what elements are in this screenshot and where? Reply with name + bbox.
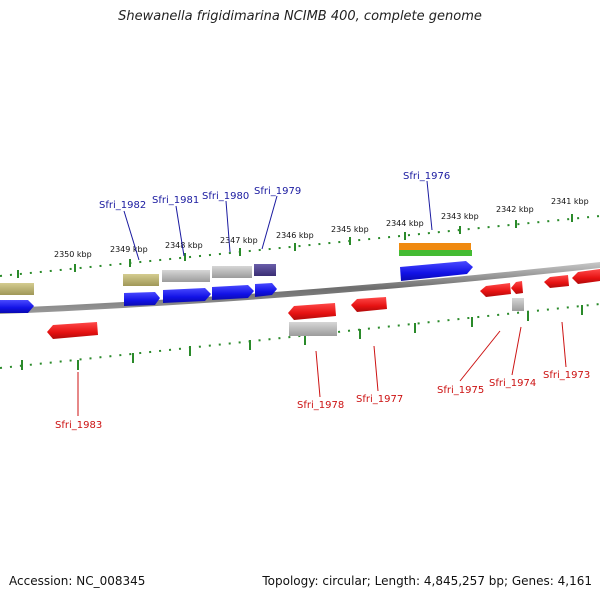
gene-label-sfri-1979[interactable]: Sfri_1979	[254, 186, 301, 197]
gene-label-sfri-1975[interactable]: Sfri_1975	[437, 385, 484, 396]
forward-scale-track	[0, 215, 600, 277]
feature-bar[interactable]	[162, 270, 210, 282]
forward-gene-arrow[interactable]	[212, 285, 254, 300]
kbp-label: 2345 kbp	[331, 225, 369, 234]
gene-label-sfri-1982[interactable]: Sfri_1982	[99, 200, 146, 211]
forward-gene-labels	[123, 180, 433, 261]
reverse-gene-arrow[interactable]	[572, 269, 600, 284]
reverse-gene-arrow[interactable]	[480, 283, 511, 297]
reverse-gene-arrow[interactable]	[544, 275, 569, 288]
reverse-gene-arrow[interactable]	[351, 297, 387, 312]
gene-label-sfri-1973[interactable]: Sfri_1973	[543, 370, 590, 381]
reverse-gene-labels	[77, 321, 567, 416]
forward-gene-arrow[interactable]	[124, 292, 160, 306]
reverse-gene-arrow[interactable]	[511, 281, 523, 294]
kbp-label: 2350 kbp	[54, 250, 92, 259]
genome-summary: Topology: circular; Length: 4,845,257 bp…	[262, 574, 592, 588]
reverse-gene-arrow[interactable]	[47, 322, 98, 339]
feature-bar[interactable]	[0, 283, 34, 295]
feature-bar[interactable]	[512, 298, 524, 311]
feature-bar[interactable]	[212, 266, 252, 278]
kbp-label: 2343 kbp	[441, 212, 479, 221]
kbp-label: 2347 kbp	[220, 236, 258, 245]
kbp-label: 2342 kbp	[496, 205, 534, 214]
gene-label-sfri-1980[interactable]: Sfri_1980	[202, 191, 249, 202]
accession-text: Accession: NC_008345	[9, 574, 146, 588]
kbp-label: 2349 kbp	[110, 245, 148, 254]
feature-bar[interactable]	[254, 264, 276, 276]
feature-bar[interactable]	[123, 274, 159, 286]
reverse-gene-arrow[interactable]	[288, 303, 336, 320]
feature-bar[interactable]	[399, 243, 471, 250]
kbp-label: 2348 kbp	[165, 241, 203, 250]
forward-gene-arrow[interactable]	[255, 283, 277, 297]
gene-label-sfri-1981[interactable]: Sfri_1981	[152, 195, 199, 206]
gene-label-sfri-1983[interactable]: Sfri_1983	[55, 420, 102, 431]
forward-gene-arrow[interactable]	[163, 288, 211, 303]
forward-gene-arrow[interactable]	[0, 300, 34, 313]
reverse-major-ticks	[21, 305, 583, 370]
forward-features	[0, 243, 473, 313]
feature-bar[interactable]	[289, 322, 337, 336]
gene-label-sfri-1974[interactable]: Sfri_1974	[489, 378, 536, 389]
kbp-label: 2341 kbp	[551, 197, 589, 206]
reverse-features	[47, 269, 600, 339]
map-title: Shewanella frigidimarina NCIMB 400, comp…	[118, 9, 482, 24]
kbp-label: 2346 kbp	[276, 231, 314, 240]
feature-bar[interactable]	[399, 250, 472, 256]
forward-gene-arrow[interactable]	[400, 261, 473, 281]
scale-labels: 2341 kbp 2342 kbp 2343 kbp 2344 kbp 2345…	[54, 197, 589, 259]
gene-label-sfri-1977[interactable]: Sfri_1977	[356, 394, 403, 405]
gene-label-sfri-1976[interactable]: Sfri_1976	[403, 171, 450, 182]
forward-major-ticks	[17, 214, 573, 278]
kbp-label: 2344 kbp	[386, 219, 424, 228]
gene-label-sfri-1978[interactable]: Sfri_1978	[297, 400, 344, 411]
